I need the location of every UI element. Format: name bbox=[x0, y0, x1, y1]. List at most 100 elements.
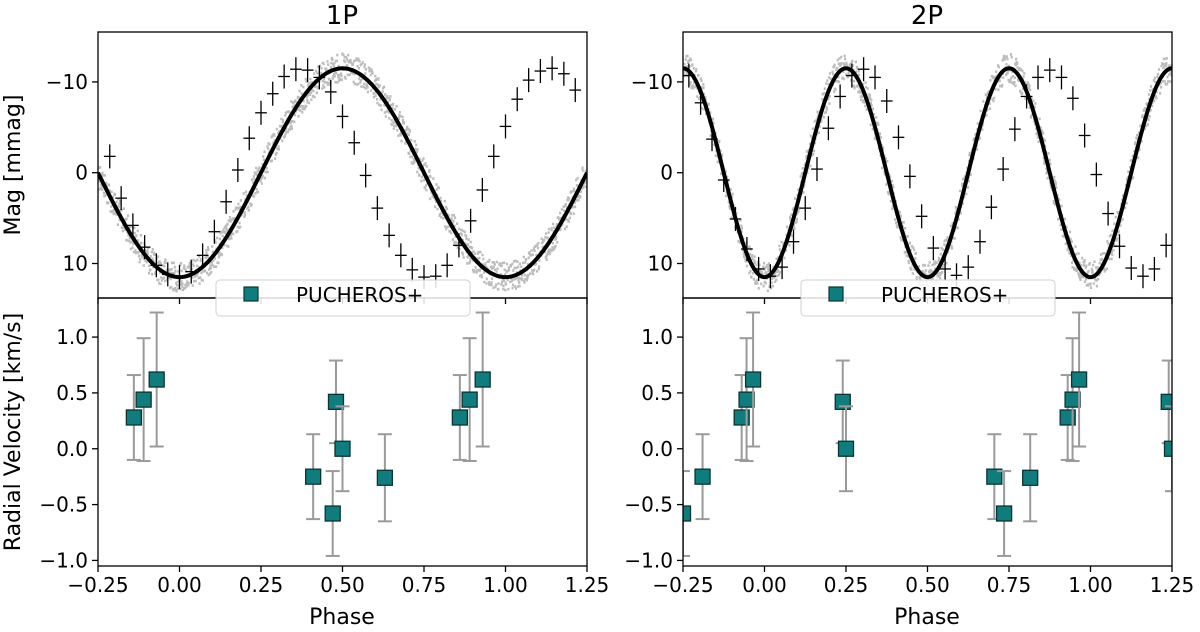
rv-point bbox=[1163, 405, 1172, 493]
rv-point bbox=[125, 374, 143, 461]
rv-axis-label: Radial Velocity [km/s] bbox=[1, 313, 26, 551]
rv-marker bbox=[334, 440, 351, 457]
rv-marker bbox=[324, 505, 341, 522]
x-tick-label: 0.50 bbox=[320, 573, 365, 597]
x-tick-label: 0.50 bbox=[905, 573, 950, 597]
rv-point bbox=[744, 311, 762, 448]
rv-marker bbox=[125, 409, 143, 426]
rv-marker bbox=[986, 468, 1003, 485]
rv-marker bbox=[1163, 440, 1172, 457]
plot-area bbox=[683, 53, 1172, 292]
y-tick-label: 1.0 bbox=[641, 325, 673, 349]
x-tick-label: −0.25 bbox=[652, 573, 713, 597]
y-tick-label: 0.0 bbox=[641, 437, 673, 461]
x-tick-label: 1.25 bbox=[565, 573, 610, 597]
x-tick-label: 1.25 bbox=[1150, 573, 1195, 597]
rv-marker bbox=[305, 468, 322, 485]
rv-point bbox=[694, 433, 711, 521]
y-tick-label: −1.0 bbox=[624, 548, 673, 572]
rv-panel-1p: −1.0 −0.5 0.0 0.5 1.0 −0.25 0.00 0.25 0.50 0.75 1.… bbox=[39, 297, 610, 597]
rv-marker bbox=[837, 440, 855, 457]
rv-marker bbox=[738, 391, 755, 408]
x-axis-label-left: Phase bbox=[309, 605, 375, 628]
axes-frame bbox=[682, 31, 1173, 299]
rv-point bbox=[1064, 337, 1081, 463]
rv-point bbox=[376, 433, 394, 523]
rv-point bbox=[451, 374, 469, 461]
rv-marker bbox=[474, 371, 491, 388]
rv-marker bbox=[1022, 469, 1039, 486]
axes-frame bbox=[682, 297, 1173, 567]
rv-point bbox=[324, 470, 341, 557]
rv-point bbox=[148, 311, 165, 448]
light-curve-panel-2p: −10 0 10 bbox=[631, 31, 1173, 304]
legend-marker-right bbox=[828, 286, 844, 302]
rv-point bbox=[738, 337, 755, 463]
rv-point bbox=[986, 433, 1003, 521]
rv-marker bbox=[683, 505, 692, 522]
panel-title-2p: 2P bbox=[911, 1, 943, 31]
panel-title-1p: 1P bbox=[326, 1, 358, 31]
y-tick-label: −10 bbox=[631, 70, 673, 94]
light-curve-panel-1p: −10 0 10 bbox=[46, 31, 588, 304]
x-tick-label: 1.00 bbox=[1068, 573, 1113, 597]
rv-marker bbox=[694, 468, 711, 485]
rv-panel-2p: −1.0 −0.5 0.0 0.5 1.0 −0.25 0.00 0.25 0.50 0.75 1.… bbox=[624, 297, 1195, 597]
y-tick-label: 0 bbox=[660, 161, 673, 185]
rv-marker bbox=[376, 469, 394, 486]
rv-point bbox=[305, 433, 322, 521]
rv-marker bbox=[148, 371, 165, 388]
rv-marker bbox=[1064, 391, 1081, 408]
x-tick-label: −0.25 bbox=[67, 573, 128, 597]
rv-marker bbox=[733, 409, 750, 426]
plot-area bbox=[98, 52, 587, 293]
y-tick-label: 1.0 bbox=[56, 325, 88, 349]
legend-left: PUCHEROS+ bbox=[215, 279, 471, 317]
y-tick-label: 0.5 bbox=[56, 381, 88, 405]
x-axis-label-right: Phase bbox=[894, 605, 960, 628]
y-tick-label: 10 bbox=[648, 252, 673, 276]
rv-point bbox=[837, 405, 855, 493]
x-tick-label: 0.00 bbox=[742, 573, 787, 597]
legend-box-left bbox=[215, 279, 471, 317]
rv-point bbox=[334, 405, 351, 493]
rv-point bbox=[461, 337, 478, 463]
y-tick-label: −0.5 bbox=[39, 493, 88, 517]
legend-marker-left bbox=[243, 286, 259, 302]
y-tick-label: −1.0 bbox=[39, 548, 88, 572]
y-tick-label: −10 bbox=[46, 70, 88, 94]
legend-label-right: PUCHEROS+ bbox=[881, 283, 1008, 307]
y-tick-label: 10 bbox=[63, 252, 88, 276]
rv-marker bbox=[744, 371, 762, 388]
legend-label-left: PUCHEROS+ bbox=[296, 283, 423, 307]
photometry-scatter bbox=[98, 52, 587, 293]
axes-frame bbox=[97, 31, 588, 299]
rv-point bbox=[1160, 359, 1172, 445]
x-tick-label: 0.25 bbox=[239, 573, 284, 597]
legend-box-right bbox=[800, 279, 1056, 317]
rv-marker bbox=[451, 409, 469, 426]
legend-right: PUCHEROS+ bbox=[800, 279, 1056, 317]
x-tick-label: 0.00 bbox=[157, 573, 202, 597]
x-tick-label: 1.00 bbox=[483, 573, 528, 597]
rv-point bbox=[683, 470, 692, 557]
rv-marker bbox=[135, 391, 152, 408]
model-curve bbox=[683, 66, 1172, 280]
rv-marker bbox=[1059, 409, 1076, 426]
y-tick-label: 0.0 bbox=[56, 437, 88, 461]
plot-area bbox=[683, 311, 1172, 557]
y-tick-label: 0 bbox=[75, 161, 88, 185]
rv-point bbox=[1022, 433, 1039, 523]
x-tick-label: 0.75 bbox=[987, 573, 1032, 597]
rv-point bbox=[135, 337, 152, 463]
rv-marker bbox=[1160, 393, 1172, 411]
rv-point bbox=[327, 359, 345, 445]
rv-point bbox=[834, 359, 851, 445]
rv-marker bbox=[1070, 371, 1088, 388]
rv-point bbox=[474, 311, 491, 448]
x-tick-label: 0.25 bbox=[824, 573, 869, 597]
mag-axis-label: Mag [mmag] bbox=[1, 95, 26, 236]
x-tick-label: 0.75 bbox=[402, 573, 447, 597]
